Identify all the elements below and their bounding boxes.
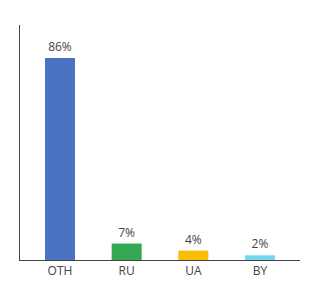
svg-text:RU: RU (119, 262, 135, 279)
svg-text:7%: 7% (118, 224, 135, 241)
svg-text:86%: 86% (48, 38, 72, 55)
svg-text:OTH: OTH (48, 262, 73, 279)
svg-text:2%: 2% (252, 235, 269, 252)
svg-text:UA: UA (185, 262, 202, 279)
svg-text:BY: BY (253, 262, 268, 279)
svg-text:4%: 4% (185, 231, 202, 248)
